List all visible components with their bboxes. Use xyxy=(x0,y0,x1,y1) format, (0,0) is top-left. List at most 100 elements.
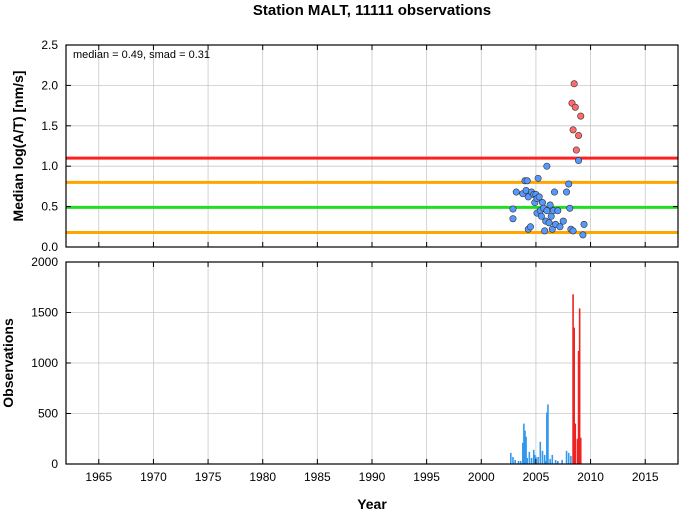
observation-bar xyxy=(551,454,554,464)
data-point xyxy=(543,207,551,215)
data-point xyxy=(543,162,551,170)
observation-bar xyxy=(541,450,544,464)
observation-bar xyxy=(579,437,582,464)
observation-bar xyxy=(556,460,559,464)
observation-bar xyxy=(543,454,546,464)
y-tick-label: 2000 xyxy=(31,255,58,269)
data-point xyxy=(509,215,517,223)
data-point xyxy=(541,227,549,235)
x-tick-label: 1975 xyxy=(195,470,222,484)
observation-bar xyxy=(573,327,575,464)
data-point xyxy=(526,223,534,231)
data-point xyxy=(551,188,559,196)
observation-bar xyxy=(561,459,563,464)
data-point xyxy=(571,103,579,111)
observation-bar xyxy=(519,460,522,464)
y-tick-label: 0 xyxy=(51,457,58,471)
data-point xyxy=(546,201,554,209)
x-tick-label: 1985 xyxy=(304,470,331,484)
x-tick-label: 1965 xyxy=(85,470,112,484)
bottom-panel-bars xyxy=(509,294,582,464)
x-tick-label: 2005 xyxy=(523,470,550,484)
bottom-panel-x-ticks: 1965 1970 1975 1980 1985 1990 1995 2000 2005 2010… xyxy=(85,262,659,484)
observation-bar xyxy=(517,460,520,464)
data-point xyxy=(545,219,553,227)
data-point xyxy=(577,112,585,120)
data-point xyxy=(566,204,574,212)
observation-bar xyxy=(526,457,528,464)
y-tick-label: 0.0 xyxy=(41,240,58,254)
observation-bar xyxy=(576,438,579,464)
observation-bar xyxy=(554,459,557,464)
x-tick-label: 1970 xyxy=(140,470,167,484)
observation-bar xyxy=(567,452,570,464)
data-point xyxy=(512,188,520,196)
data-point xyxy=(535,193,543,201)
observation-bar xyxy=(574,423,577,464)
data-point xyxy=(509,205,517,213)
observation-bar xyxy=(537,456,539,464)
bottom-panel-grid xyxy=(66,261,678,465)
top-panel-scatter-points xyxy=(509,80,588,239)
bottom-panel-y-ticks: 0 500 1000 1500 2000 xyxy=(31,255,678,471)
observation-bar xyxy=(522,442,524,464)
y-tick-label: 1.0 xyxy=(41,159,58,173)
y-tick-label: 500 xyxy=(38,407,58,421)
observation-bar xyxy=(523,423,525,464)
observation-bar xyxy=(514,459,516,464)
x-tick-label: 1980 xyxy=(249,470,276,484)
observation-bar xyxy=(572,294,574,464)
observation-bar xyxy=(539,441,542,464)
observation-bar xyxy=(509,452,512,464)
bottom-y-axis-label: Observations xyxy=(0,318,16,408)
y-tick-label: 1500 xyxy=(31,306,58,320)
data-point xyxy=(570,80,578,88)
observation-bar xyxy=(525,436,527,464)
data-point xyxy=(556,223,564,231)
data-point xyxy=(579,231,587,239)
observation-bar xyxy=(546,412,548,464)
data-point xyxy=(537,212,545,220)
x-tick-label: 1995 xyxy=(413,470,440,484)
data-point xyxy=(523,177,531,185)
y-tick-label: 0.5 xyxy=(41,200,58,214)
observation-bar xyxy=(534,454,536,464)
x-axis-label: Year xyxy=(357,496,387,511)
median-annotation: median = 0.49, smad = 0.31 xyxy=(73,49,210,61)
observation-bar xyxy=(565,450,568,464)
y-tick-label: 2.0 xyxy=(41,78,58,92)
top-y-axis-label: Median log(A/T) [nm/s] xyxy=(10,71,26,222)
observation-bar xyxy=(530,457,533,464)
top-panel-y-ticks: 0.0 0.5 1.0 1.5 2.0 2.5 xyxy=(41,38,678,254)
data-point xyxy=(548,225,556,233)
data-point xyxy=(569,126,577,134)
data-point xyxy=(534,174,542,182)
x-tick-label: 2010 xyxy=(577,470,604,484)
data-point xyxy=(554,207,562,215)
data-point xyxy=(575,157,583,165)
top-panel-grid xyxy=(66,44,678,248)
observation-bar xyxy=(577,350,580,464)
data-point xyxy=(572,146,580,154)
x-tick-label: 2015 xyxy=(632,470,659,484)
observation-bar xyxy=(524,430,526,464)
y-tick-label: 1.5 xyxy=(41,119,58,133)
data-point xyxy=(563,188,571,196)
observation-bar xyxy=(544,460,547,464)
data-point xyxy=(580,220,588,228)
observation-bar xyxy=(512,456,514,464)
observation-bar xyxy=(528,451,531,464)
y-tick-label: 1000 xyxy=(31,356,58,370)
x-tick-label: 2000 xyxy=(468,470,495,484)
data-point xyxy=(569,227,577,235)
data-point xyxy=(565,180,573,188)
top-panel-x-ticks xyxy=(98,45,646,247)
observation-bar xyxy=(549,458,551,464)
observation-bar xyxy=(578,308,581,464)
y-tick-label: 2.5 xyxy=(41,38,58,52)
data-point xyxy=(538,199,546,207)
observation-bar xyxy=(532,449,535,464)
data-point xyxy=(575,131,583,139)
data-point xyxy=(559,217,567,225)
